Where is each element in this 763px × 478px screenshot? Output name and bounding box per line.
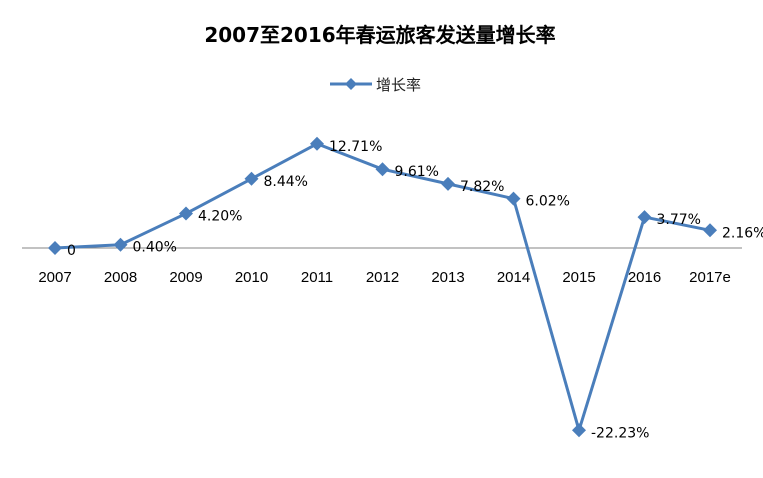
x-tick-label: 2015	[562, 269, 595, 286]
data-point-marker	[506, 191, 521, 206]
x-tick-label: 2016	[628, 269, 661, 286]
data-point-marker	[244, 171, 259, 186]
data-label: 8.44%	[264, 174, 308, 190]
data-point-marker	[375, 162, 390, 177]
data-label: 2.16%	[722, 225, 763, 241]
legend-label: 增长率	[376, 76, 421, 94]
x-tick-label: 2014	[497, 269, 530, 286]
data-label: 12.71%	[329, 139, 382, 155]
legend-marker-swatch	[345, 78, 357, 90]
data-point-marker	[48, 241, 62, 255]
data-point-marker	[703, 223, 717, 238]
data-label: 0.40%	[133, 240, 177, 256]
legend: 增长率	[330, 76, 421, 94]
series-increase-rate	[48, 136, 717, 438]
data-label: 3.77%	[657, 212, 701, 228]
series-line	[54, 142, 711, 432]
data-point-marker	[637, 210, 652, 225]
data-label: 0	[67, 243, 76, 259]
data-labels: 0 0.40% 4.20% 8.44% 12.71% 9.61% 7.82% 6.02% -22…	[67, 139, 763, 442]
x-tick-label: 2009	[169, 269, 202, 286]
data-label: -22.23%	[591, 425, 649, 441]
x-tick-label: 2007	[38, 269, 71, 286]
data-label: 4.20%	[198, 209, 242, 225]
x-axis-tick-labels: 2007 2008 2009 2010 2011 2012 2013 2014 2015 2016…	[38, 269, 731, 286]
x-tick-label: 2013	[431, 269, 464, 286]
data-point-marker	[572, 423, 586, 438]
data-point-marker	[441, 176, 455, 191]
data-point-marker	[310, 136, 324, 151]
x-tick-label: 2010	[235, 269, 268, 286]
data-label: 7.82%	[460, 179, 504, 195]
chart-title: 2007至2016年春运旅客发送量增长率	[204, 23, 555, 47]
x-tick-label: 2011	[301, 269, 333, 286]
x-tick-label: 2008	[104, 269, 137, 286]
data-label: 9.61%	[395, 164, 439, 180]
data-point-marker	[179, 206, 193, 221]
x-tick-label: 2012	[366, 269, 399, 286]
x-tick-label: 2017e	[689, 269, 731, 286]
data-label: 6.02%	[526, 194, 570, 210]
data-point-marker	[113, 237, 128, 252]
